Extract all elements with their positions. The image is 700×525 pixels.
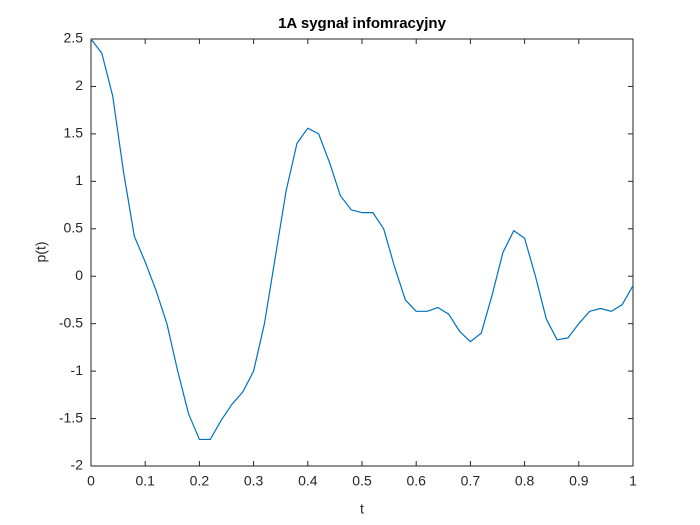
y-tick-label: 1.5 — [64, 125, 84, 141]
x-axis-label: t — [360, 501, 364, 517]
y-tick-label: 0.5 — [64, 219, 84, 235]
y-tick-label: 2 — [75, 77, 83, 93]
data-line — [90, 38, 634, 441]
x-tick-label: 0.9 — [569, 473, 589, 489]
axes-box — [90, 38, 634, 467]
y-tick-label: -2 — [71, 457, 84, 473]
x-tick-label: 0.6 — [406, 473, 426, 489]
y-tick-label: -0.5 — [59, 314, 83, 330]
y-tick-label: 1 — [75, 172, 83, 188]
x-tick-label: 0.5 — [352, 473, 372, 489]
y-tick-label: 2.5 — [64, 30, 84, 46]
x-tick-label: 0.3 — [244, 473, 264, 489]
x-tick-label: 0.7 — [461, 473, 481, 489]
x-tick-label: 0.2 — [190, 473, 210, 489]
x-tick-label: 1 — [629, 473, 637, 489]
y-axis-label: p(t) — [33, 242, 49, 263]
x-tick-label: 0.8 — [515, 473, 535, 489]
y-tick-label: 0 — [75, 267, 83, 283]
x-tick-label: 0 — [87, 473, 95, 489]
chart-title: 1A sygnał infomracyjny — [278, 15, 446, 32]
y-tick-label: -1 — [71, 362, 84, 378]
x-tick-label: 0.4 — [298, 473, 318, 489]
x-tick-label: 0.1 — [135, 473, 155, 489]
y-tick-label: -1.5 — [59, 409, 83, 425]
